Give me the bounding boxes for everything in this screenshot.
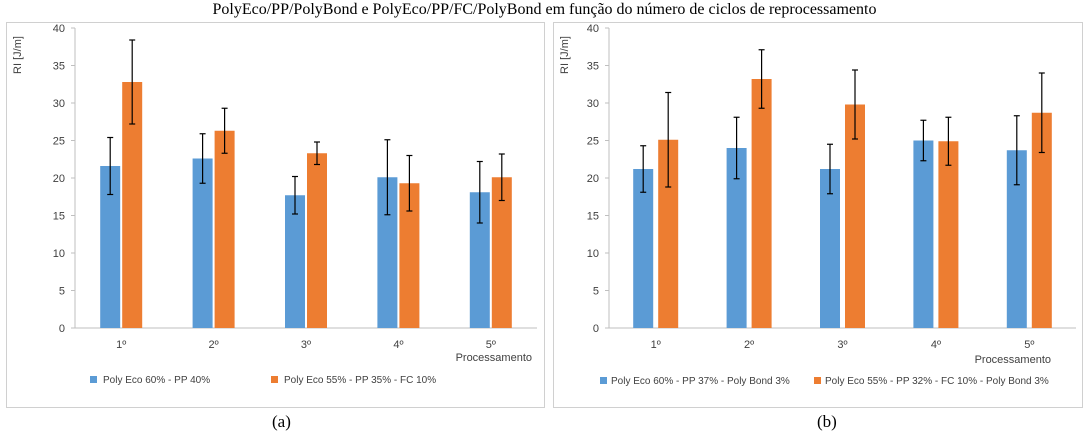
legend-label: Poly Eco 55% - PP 32% - FC 10% - Poly Bo… [825, 376, 1049, 387]
bar-series-2 [122, 82, 143, 328]
y-tick-label: 0 [59, 323, 65, 335]
y-tick-label: 20 [53, 173, 65, 185]
bar-series-1 [633, 169, 654, 328]
bar-series-1 [469, 192, 490, 328]
bar-series-1 [1006, 150, 1027, 328]
y-tick-label: 40 [587, 23, 599, 35]
x-tick-label: 5º [486, 339, 496, 351]
bar-series-2 [938, 141, 959, 328]
bar-series-1 [100, 166, 121, 328]
subfigure-label-a: (a) [272, 412, 291, 431]
y-tick-label: 25 [587, 136, 599, 148]
bar-series-1 [377, 177, 398, 328]
y-axis-title: RI [J/m] [559, 36, 571, 74]
bar-series-1 [913, 140, 934, 328]
bar-series-1 [192, 158, 213, 328]
x-tick-label: 1º [651, 339, 661, 351]
x-tick-label: 4º [393, 339, 403, 351]
legend-label: Poly Eco 55% - PP 35% - FC 10% [284, 375, 436, 386]
y-tick-label: 10 [587, 248, 599, 260]
chart-panel-b: 0 5 10 15 20 25 30 35 40 RI [J/m] 1º 2º 3º 4º 5º Proces… [553, 22, 1083, 408]
legend-label: Poly Eco 60% - PP 40% [103, 375, 210, 386]
bar-series-2 [1031, 112, 1052, 328]
legend-label: Poly Eco 60% - PP 37% - Poly Bond 3% [611, 376, 790, 387]
y-tick-label: 5 [59, 286, 65, 298]
bar-series-2 [399, 183, 420, 328]
y-tick-label: 0 [593, 323, 599, 335]
y-tick-label: 35 [53, 61, 65, 73]
legend-swatch-series-2 [814, 377, 821, 384]
bar-series-2 [214, 130, 235, 328]
y-tick-label: 30 [53, 98, 65, 110]
legend-swatch-series-1 [90, 376, 97, 383]
legend-swatch-series-1 [600, 377, 607, 384]
x-tick-label: 1º [116, 339, 126, 351]
chart-b: 0 5 10 15 20 25 30 35 40 RI [J/m] 1º 2º 3º 4º 5º Proces… [559, 23, 1076, 387]
figure-caption: PolyEco/PP/PolyBond e PolyEco/PP/FC/Poly… [212, 1, 877, 18]
bar-series-2 [491, 177, 512, 328]
y-tick-label: 5 [593, 286, 599, 298]
x-tick-label: 4º [931, 339, 941, 351]
bar-series-2 [307, 153, 327, 328]
y-tick-label: 30 [587, 98, 599, 110]
y-tick-label: 35 [587, 61, 599, 73]
chart-a: 0 5 10 15 20 25 30 35 40 RI [J/m] 1º 2º 3º 4º 5ºProces… [12, 23, 537, 386]
y-tick-label: 25 [53, 136, 65, 148]
x-axis-title: Processamento [975, 354, 1051, 366]
bar-series-1 [820, 169, 840, 328]
y-axis-title: RI [J/m] [12, 36, 24, 74]
bar-series-2 [751, 79, 772, 328]
x-tick-label: 2º [744, 339, 754, 351]
bar-series-2 [658, 139, 679, 328]
y-tick-label: 20 [587, 173, 599, 185]
x-tick-label: 3º [837, 339, 847, 351]
bar-series-2 [845, 104, 865, 328]
bar-series-1 [726, 148, 747, 328]
x-tick-label: 5º [1024, 339, 1034, 351]
bar-series-1 [285, 195, 305, 328]
y-tick-label: 40 [53, 23, 65, 35]
y-tick-label: 10 [53, 248, 65, 260]
y-tick-label: 15 [587, 211, 599, 223]
subfigure-label-b: (b) [817, 412, 837, 431]
x-tick-label: 3º [301, 339, 311, 351]
chart-panel-a: 0 5 10 15 20 25 30 35 40 RI [J/m] 1º 2º 3º 4º 5º Proces… [6, 22, 545, 408]
x-tick-label: 2º [209, 339, 219, 351]
legend-swatch-series-2 [271, 376, 278, 383]
y-tick-label: 15 [53, 211, 65, 223]
x-axis-title: Processamento [456, 352, 532, 364]
